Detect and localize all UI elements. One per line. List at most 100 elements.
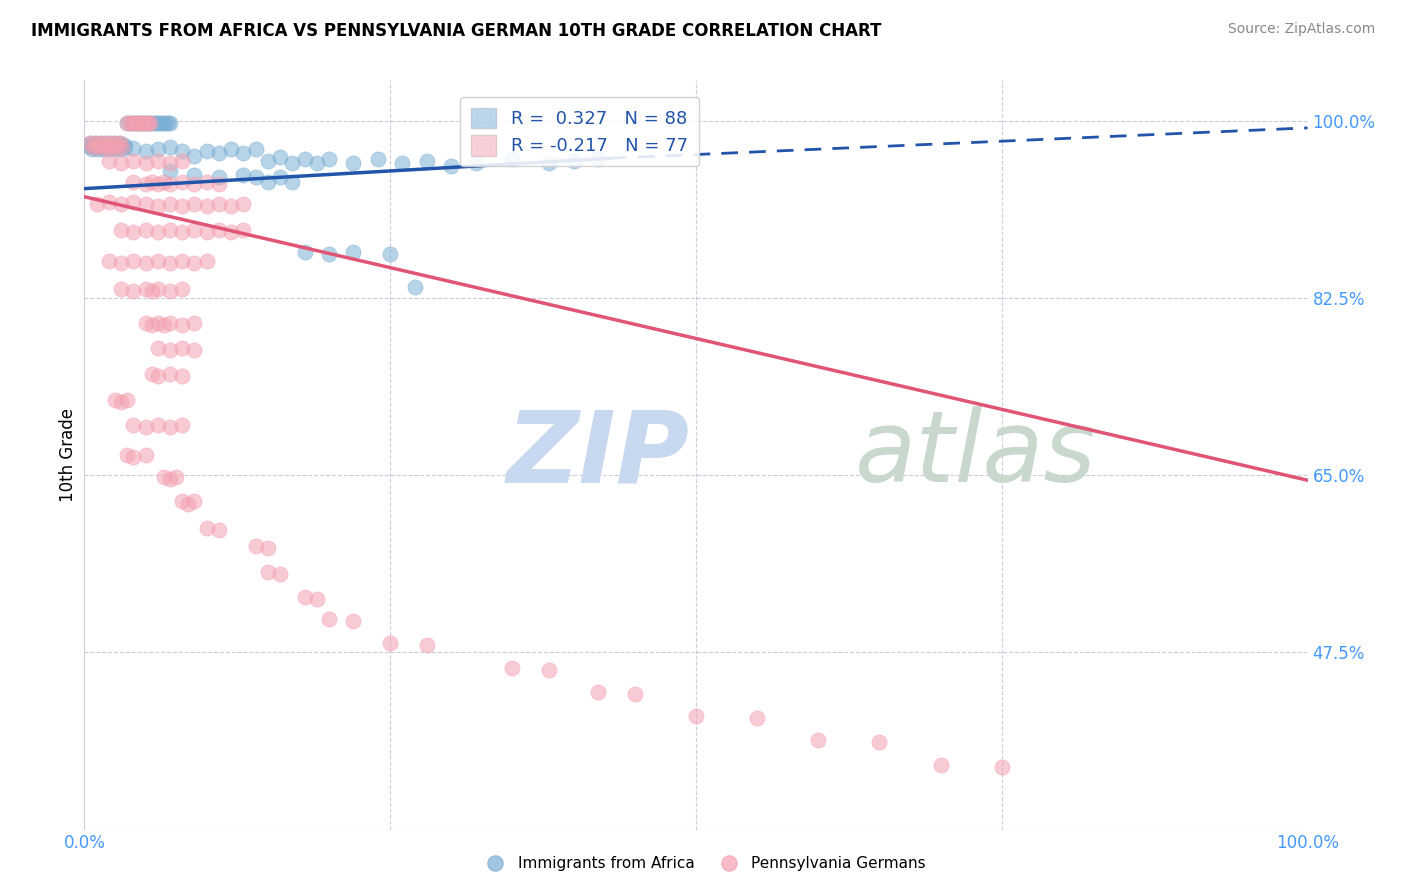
Point — [562, 154, 585, 169]
Point — [120, 116, 142, 130]
Point — [232, 169, 254, 183]
Point — [294, 245, 316, 260]
Point — [136, 116, 159, 130]
Point — [281, 156, 304, 170]
Point — [245, 170, 267, 185]
Point — [122, 284, 145, 298]
Point — [159, 177, 181, 191]
Point — [208, 196, 231, 211]
Point — [183, 177, 205, 191]
Text: ZIP: ZIP — [506, 407, 689, 503]
Point — [586, 685, 609, 699]
Point — [502, 153, 524, 167]
Point — [159, 255, 181, 269]
Point — [127, 116, 149, 130]
Point — [183, 343, 205, 357]
Point — [156, 116, 179, 130]
Point — [105, 140, 128, 154]
Point — [97, 154, 120, 169]
Text: IMMIGRANTS FROM AFRICA VS PENNSYLVANIA GERMAN 10TH GRADE CORRELATION CHART: IMMIGRANTS FROM AFRICA VS PENNSYLVANIA G… — [31, 22, 882, 40]
Point — [115, 448, 138, 462]
Point — [96, 140, 118, 154]
Point — [232, 146, 254, 161]
Point — [318, 153, 340, 167]
Point — [146, 253, 169, 268]
Point — [991, 760, 1014, 774]
Point — [183, 169, 205, 183]
Point — [159, 164, 181, 178]
Point — [135, 316, 157, 330]
Point — [142, 116, 165, 130]
Point — [281, 175, 304, 189]
Point — [146, 341, 169, 355]
Point — [146, 368, 169, 383]
Point — [146, 316, 169, 330]
Point — [105, 142, 128, 156]
Point — [257, 566, 280, 580]
Point — [110, 196, 132, 211]
Point — [586, 153, 609, 167]
Point — [294, 590, 316, 604]
Point — [172, 341, 194, 355]
Point — [115, 116, 138, 130]
Point — [172, 282, 194, 296]
Point — [159, 116, 181, 130]
Point — [269, 150, 291, 164]
Point — [91, 139, 114, 153]
Point — [135, 116, 157, 130]
Point — [305, 156, 328, 170]
Point — [869, 735, 891, 749]
Point — [139, 116, 162, 130]
Point — [80, 142, 103, 156]
Y-axis label: 10th Grade: 10th Grade — [59, 408, 77, 502]
Point — [183, 316, 205, 330]
Point — [104, 136, 127, 150]
Point — [122, 154, 145, 169]
Point — [146, 417, 169, 432]
Point — [141, 318, 163, 333]
Point — [380, 247, 402, 261]
Point — [342, 614, 364, 628]
Point — [139, 116, 162, 130]
Point — [146, 177, 169, 191]
Point — [208, 146, 231, 161]
Point — [129, 116, 152, 130]
Point — [122, 253, 145, 268]
Point — [208, 170, 231, 185]
Point — [100, 138, 122, 153]
Point — [538, 156, 561, 170]
Point — [91, 140, 114, 154]
Point — [112, 138, 135, 153]
Point — [135, 255, 157, 269]
Point — [624, 687, 647, 701]
Point — [135, 419, 157, 434]
Point — [135, 177, 157, 191]
Point — [294, 153, 316, 167]
Point — [115, 393, 138, 408]
Point — [141, 284, 163, 298]
Point — [135, 156, 157, 170]
Point — [159, 140, 181, 154]
Point — [103, 136, 125, 150]
Point — [122, 116, 145, 130]
Text: atlas: atlas — [855, 407, 1097, 503]
Point — [929, 757, 952, 772]
Point — [84, 136, 107, 150]
Point — [98, 136, 121, 150]
Point — [685, 709, 707, 723]
Point — [502, 660, 524, 674]
Point — [97, 136, 120, 150]
Point — [90, 136, 112, 150]
Point — [219, 142, 242, 156]
Point — [159, 367, 181, 381]
Point — [183, 149, 205, 163]
Point — [807, 733, 830, 747]
Point — [172, 225, 194, 239]
Point — [89, 136, 111, 150]
Point — [111, 142, 134, 156]
Point — [115, 116, 138, 130]
Point — [129, 116, 152, 130]
Point — [342, 156, 364, 170]
Point — [94, 136, 117, 150]
Point — [105, 138, 128, 153]
